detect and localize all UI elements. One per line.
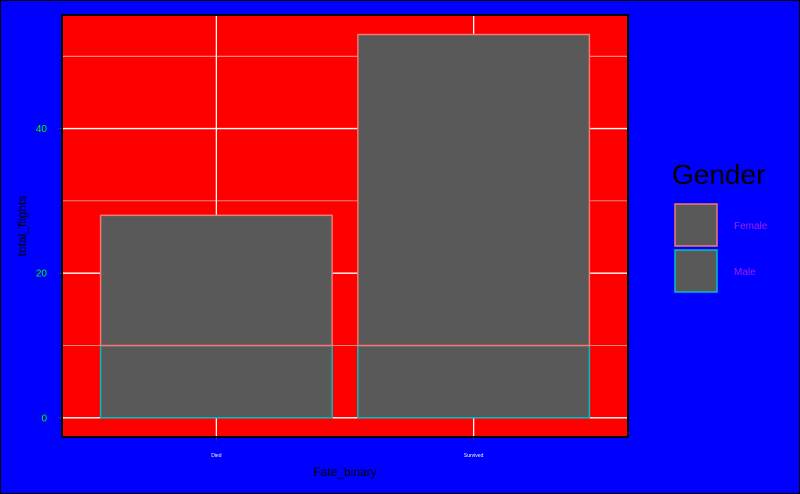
y-axis-ticks: 0 20 40 — [36, 124, 62, 424]
legend-label-male: Male — [734, 267, 756, 278]
x-axis-title: Fate_binary — [313, 465, 376, 479]
y-tick-label: 0 — [41, 413, 47, 424]
x-tick-label: Died — [211, 453, 222, 459]
legend-title: Gender — [672, 159, 765, 190]
legend: Gender Female Male — [672, 159, 768, 293]
bar-male-survived — [357, 344, 591, 419]
legend-key-female — [674, 203, 718, 247]
bar-male-died — [99, 344, 333, 419]
panel-border — [61, 14, 629, 438]
bar-female-died — [99, 214, 333, 347]
x-tick-label: Survived — [464, 453, 484, 459]
y-tick-label: 20 — [36, 269, 48, 280]
legend-label-female: Female — [734, 221, 768, 232]
x-axis-ticks: Died Survived — [211, 437, 484, 459]
legend-key-male — [674, 249, 718, 293]
bar-female-survived — [357, 33, 591, 347]
bars — [99, 33, 591, 419]
y-axis-title: total_flights — [15, 196, 29, 257]
y-tick-label: 40 — [36, 124, 48, 135]
